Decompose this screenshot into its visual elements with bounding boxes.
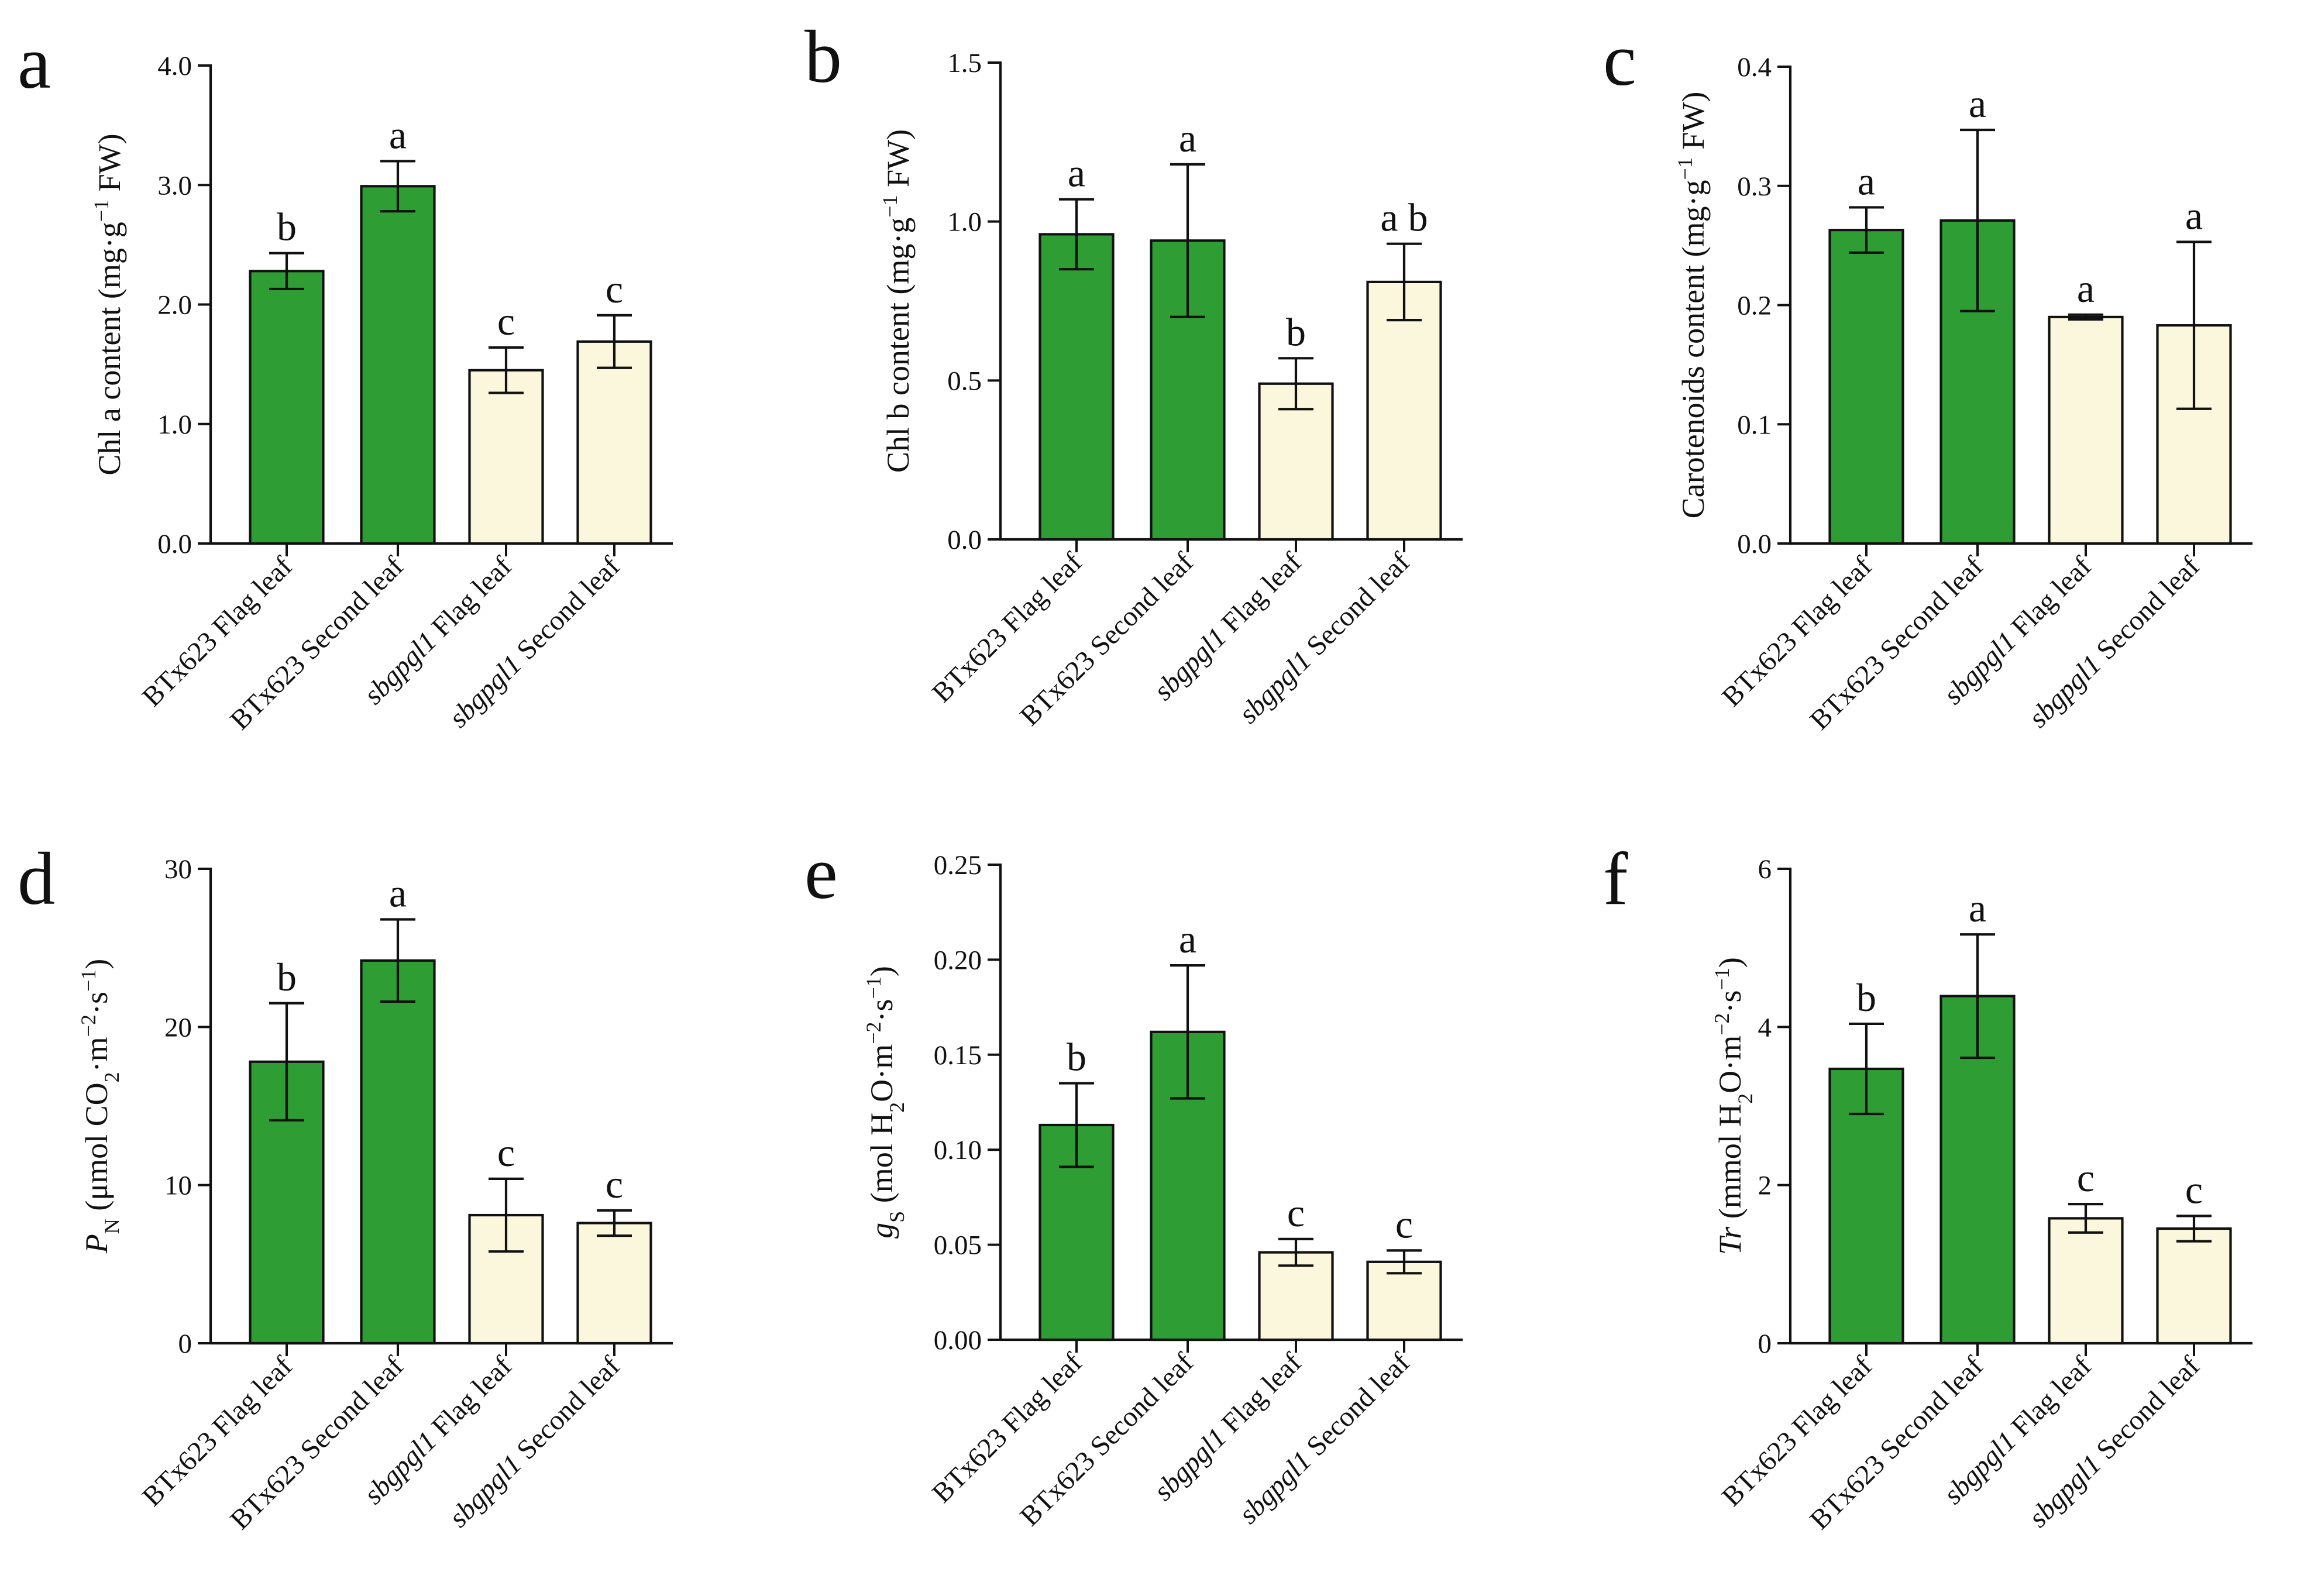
y-tick-label: 0.1 [1737,410,1772,440]
y-tick-label: 0.25 [934,850,982,880]
y-tick-label: 0.10 [934,1135,982,1165]
panel-a: a 0.0 1.0 2.0 3.0 4.0 Chl a content (mg·g−1 FW… [18,21,673,736]
y-tick-label: 0 [1758,1329,1772,1359]
y-tick-label: 1.0 [157,410,192,440]
y-tick-label: 0.4 [1737,52,1772,82]
y-axis-title: PN (μmol CO2·m−2·s−1) [77,959,123,1254]
significance-letter: c [497,299,515,343]
y-tick-label: 2.0 [157,290,192,321]
y-tick-label: 0.0 [947,525,982,555]
significance-letter: c [2185,1167,2203,1212]
y-tick-label: 6 [1758,854,1772,885]
significance-letter: c [2077,1155,2095,1200]
y-axis-title: gS (mol H2O·m−2·s−1) [862,966,909,1239]
significance-letter: b [1067,1035,1086,1079]
panel-c: c 0.0 0.1 0.2 0.3 0.4 Carotenoids content (mg·… [1603,18,2252,736]
bar-1 [1038,233,1115,541]
significance-letter: a [2077,266,2095,311]
y-tick-label: 0.0 [1737,529,1772,559]
significance-letter: c [1395,1202,1413,1246]
y-tick-label: 4 [1758,1012,1772,1043]
significance-letter: b [277,955,297,999]
bar-4 [2156,1227,2232,1345]
significance-letter: a b [1380,195,1428,240]
y-tick-label: 0.0 [157,529,192,559]
significance-letter: b [1856,975,1876,1020]
panel-letter: d [18,837,55,920]
bar-1 [1828,229,1904,545]
significance-letter: b [277,205,297,249]
significance-letter: c [1287,1191,1305,1235]
panel-letter: c [1603,18,1636,101]
bar-4 [1366,1260,1442,1342]
bar-2 [1150,239,1226,541]
significance-letter: a [1969,81,1986,126]
significance-letter: a [1179,116,1196,160]
y-tick-label: 0.05 [934,1230,982,1261]
panel-letter: e [804,831,838,914]
y-tick-label: 0.00 [934,1325,982,1356]
y-tick-label: 10 [164,1171,192,1201]
significance-letter: b [1286,309,1306,354]
y-tick-label: 0 [178,1329,192,1359]
significance-letter: c [606,267,623,311]
bar-3 [2048,1217,2124,1345]
bar-3 [468,369,544,545]
y-axis-title: Chl b content (mg·g−1 FW) [878,129,916,473]
panel-letter: b [804,15,842,98]
y-tick-label: 0.20 [934,945,982,975]
significance-letter: a [1969,886,1986,930]
bar-1 [249,270,325,545]
y-axis-title: Chl a content (mg·g−1 FW) [90,133,127,475]
y-tick-label: 0.15 [934,1040,982,1071]
bar-4 [576,1222,652,1345]
significance-letter: a [1068,151,1085,195]
y-tick-label: 2 [1758,1171,1772,1201]
significance-letter: a [389,871,407,916]
significance-letter: c [497,1130,515,1175]
bar-2 [360,959,436,1345]
panel-e: e 0.00 0.05 0.10 0.15 0.20 0.25 gS (mol H2O·m−2… [804,831,1463,1532]
y-tick-label: 1.5 [947,48,982,78]
y-axis-title: Carotenoids content (mg·g−1 FW) [1673,92,1711,519]
significance-letter: a [389,112,407,157]
bar-2 [360,185,436,545]
y-tick-label: 4.0 [157,51,192,81]
significance-letter: c [606,1162,623,1206]
y-tick-label: 0.2 [1737,291,1772,321]
bar-3 [2048,315,2124,545]
y-tick-label: 1.0 [947,207,982,238]
significance-letter: a [1179,917,1196,961]
panel-letter: a [18,21,51,104]
y-tick-label: 0.5 [947,366,982,396]
y-tick-label: 30 [164,854,192,885]
panel-letter: f [1603,837,1628,920]
bar-4 [576,340,652,545]
y-tick-label: 3.0 [157,170,192,201]
y-tick-label: 0.3 [1737,171,1772,202]
y-tick-label: 20 [164,1012,192,1043]
significance-letter: a [1858,159,1875,203]
y-axis-title: Tr (mmol H2O·m−2·s−1) [1710,957,1757,1255]
significance-letter: a [2185,194,2203,238]
